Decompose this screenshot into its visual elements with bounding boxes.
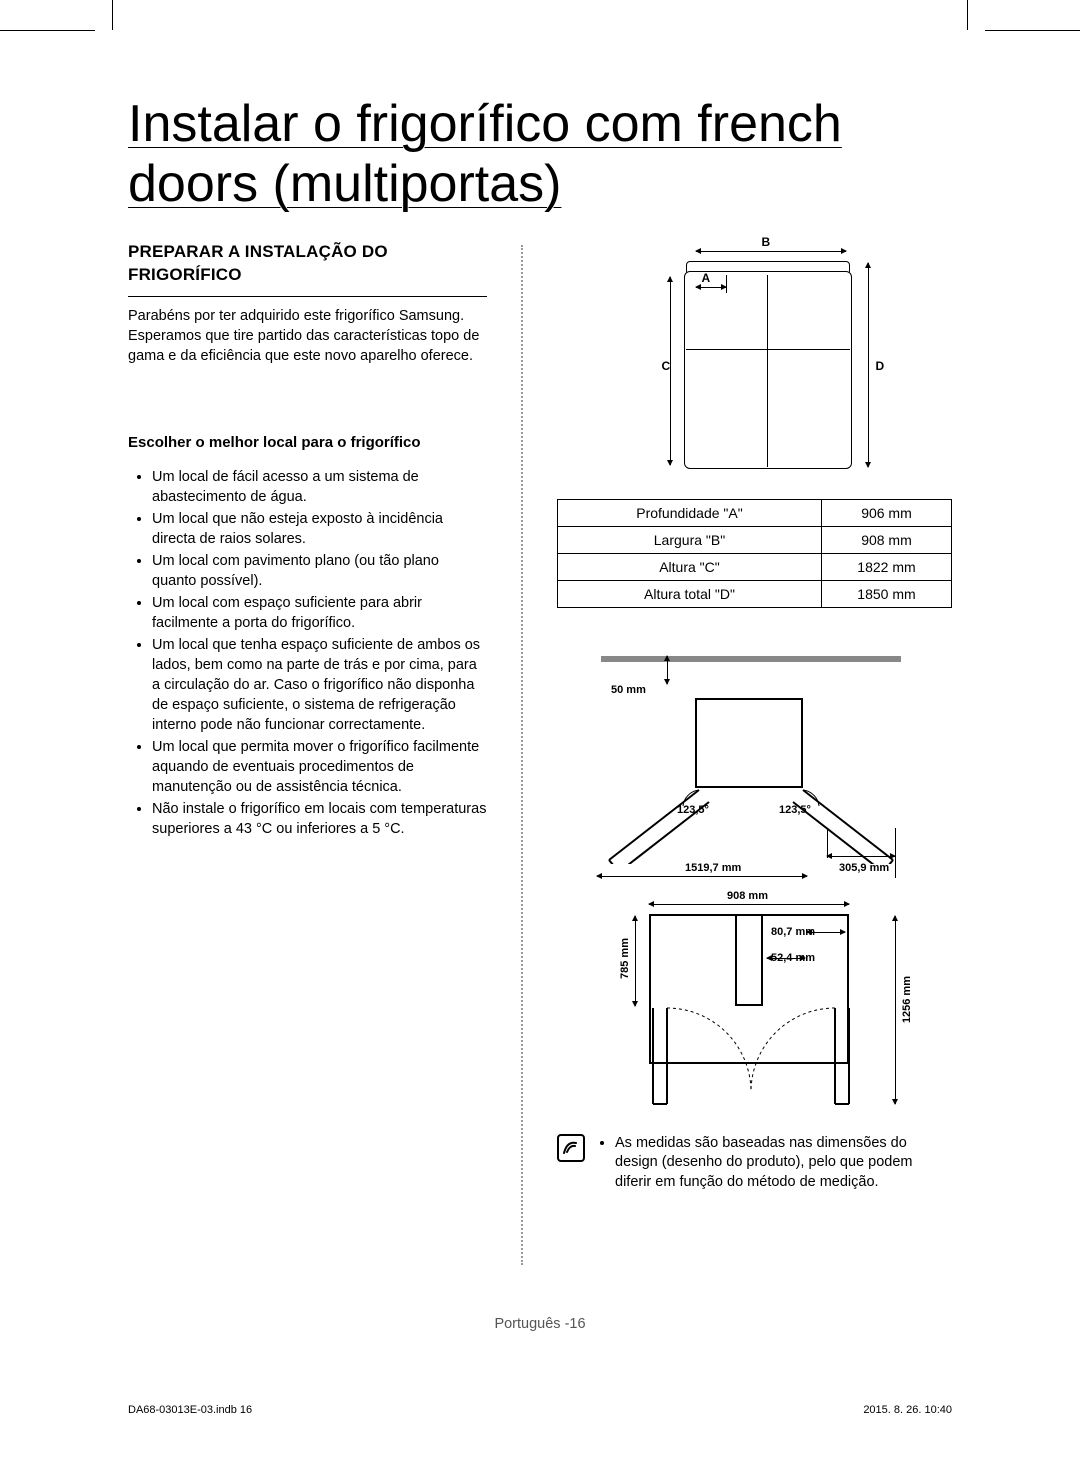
label-doordepth: 305,9 mm <box>839 862 889 874</box>
list-item: Um local de fácil acesso a um sistema de… <box>152 467 487 507</box>
crop-mark <box>0 30 95 31</box>
label-fullwidth: 1519,7 mm <box>685 862 741 874</box>
dim-label: Altura "C" <box>558 553 822 580</box>
door-swing-svg <box>575 694 925 864</box>
note-bullet: As medidas são baseadas nas dimensões do… <box>615 1134 952 1193</box>
location-list: Um local de fácil acesso a um sistema de… <box>128 467 487 839</box>
table-row: Altura "C"1822 mm <box>558 553 952 580</box>
dimensions-table: Profundidade "A"906 mm Largura "B"908 mm… <box>557 499 952 608</box>
note-text: As medidas são baseadas nas dimensões do… <box>595 1134 952 1193</box>
page-footer: Português -16 <box>0 1316 1080 1332</box>
page-title: Instalar o frigorífico com french doors … <box>128 95 952 215</box>
sub-heading: Escolher o melhor local para o frigorífi… <box>128 434 487 451</box>
clearance-diagram: 50 mm 123,5° 123,5° 1519, <box>557 656 952 1126</box>
footer-file: DA68-03013E-03.indb 16 <box>128 1404 252 1416</box>
dim-value: 1850 mm <box>821 580 951 607</box>
label-c: C <box>662 359 671 373</box>
label-d: D <box>876 359 885 373</box>
list-item: Um local com espaço suficiente para abri… <box>152 593 487 633</box>
list-item: Um local que não esteja exposto à incidê… <box>152 509 487 549</box>
page-content: Instalar o frigorífico com french doors … <box>128 95 952 1265</box>
note-icon <box>557 1134 585 1162</box>
table-row: Profundidade "A"906 mm <box>558 499 952 526</box>
dim-value: 906 mm <box>821 499 951 526</box>
note-row: As medidas são baseadas nas dimensões do… <box>557 1134 952 1193</box>
list-item: Um local que tenha espaço suficiente de … <box>152 635 487 735</box>
footer-meta: DA68-03013E-03.indb 16 2015. 8. 26. 10:4… <box>128 1404 952 1416</box>
crop-mark <box>985 30 1080 31</box>
intro-paragraph: Parabéns por ter adquirido este frigoríf… <box>128 307 487 366</box>
label-depth: 785 mm <box>619 938 631 979</box>
dim-label: Altura total "D" <box>558 580 822 607</box>
footer-lang: Português - <box>494 1316 569 1332</box>
dim-label: Profundidade "A" <box>558 499 822 526</box>
footer-date: 2015. 8. 26. 10:40 <box>863 1404 952 1416</box>
crop-mark <box>967 0 985 30</box>
list-item: Um local que permita mover o frigorífico… <box>152 737 487 797</box>
label-b: B <box>762 235 771 249</box>
column-divider <box>521 245 523 1265</box>
footer-page: 16 <box>569 1316 585 1332</box>
label-angle-l: 123,5° <box>677 804 709 816</box>
right-column: B A C D Profundidade "A"906 mm Largura "… <box>557 241 952 1265</box>
door-swing-bottom-svg <box>617 994 887 1124</box>
label-angle-r: 123,5° <box>779 804 811 816</box>
left-column: PREPARAR A INSTALAÇÃO DO FRIGORÍFICO Par… <box>128 241 487 1265</box>
label-a: A <box>702 271 711 285</box>
list-item: Um local com pavimento plano (ou tão pla… <box>152 551 487 591</box>
table-row: Altura total "D"1850 mm <box>558 580 952 607</box>
list-item: Não instale o frigorífico em locais com … <box>152 799 487 839</box>
two-column-layout: PREPARAR A INSTALAÇÃO DO FRIGORÍFICO Par… <box>128 241 952 1265</box>
dim-value: 1822 mm <box>821 553 951 580</box>
dim-label: Largura "B" <box>558 526 822 553</box>
crop-mark <box>95 0 113 30</box>
table-row: Largura "B"908 mm <box>558 526 952 553</box>
label-innerwidth: 908 mm <box>727 890 768 902</box>
dim-value: 908 mm <box>821 526 951 553</box>
dimensions-diagram: B A C D <box>640 241 870 481</box>
section-heading: PREPARAR A INSTALAÇÃO DO FRIGORÍFICO <box>128 241 487 298</box>
label-fulldepth: 1256 mm <box>901 976 913 1023</box>
